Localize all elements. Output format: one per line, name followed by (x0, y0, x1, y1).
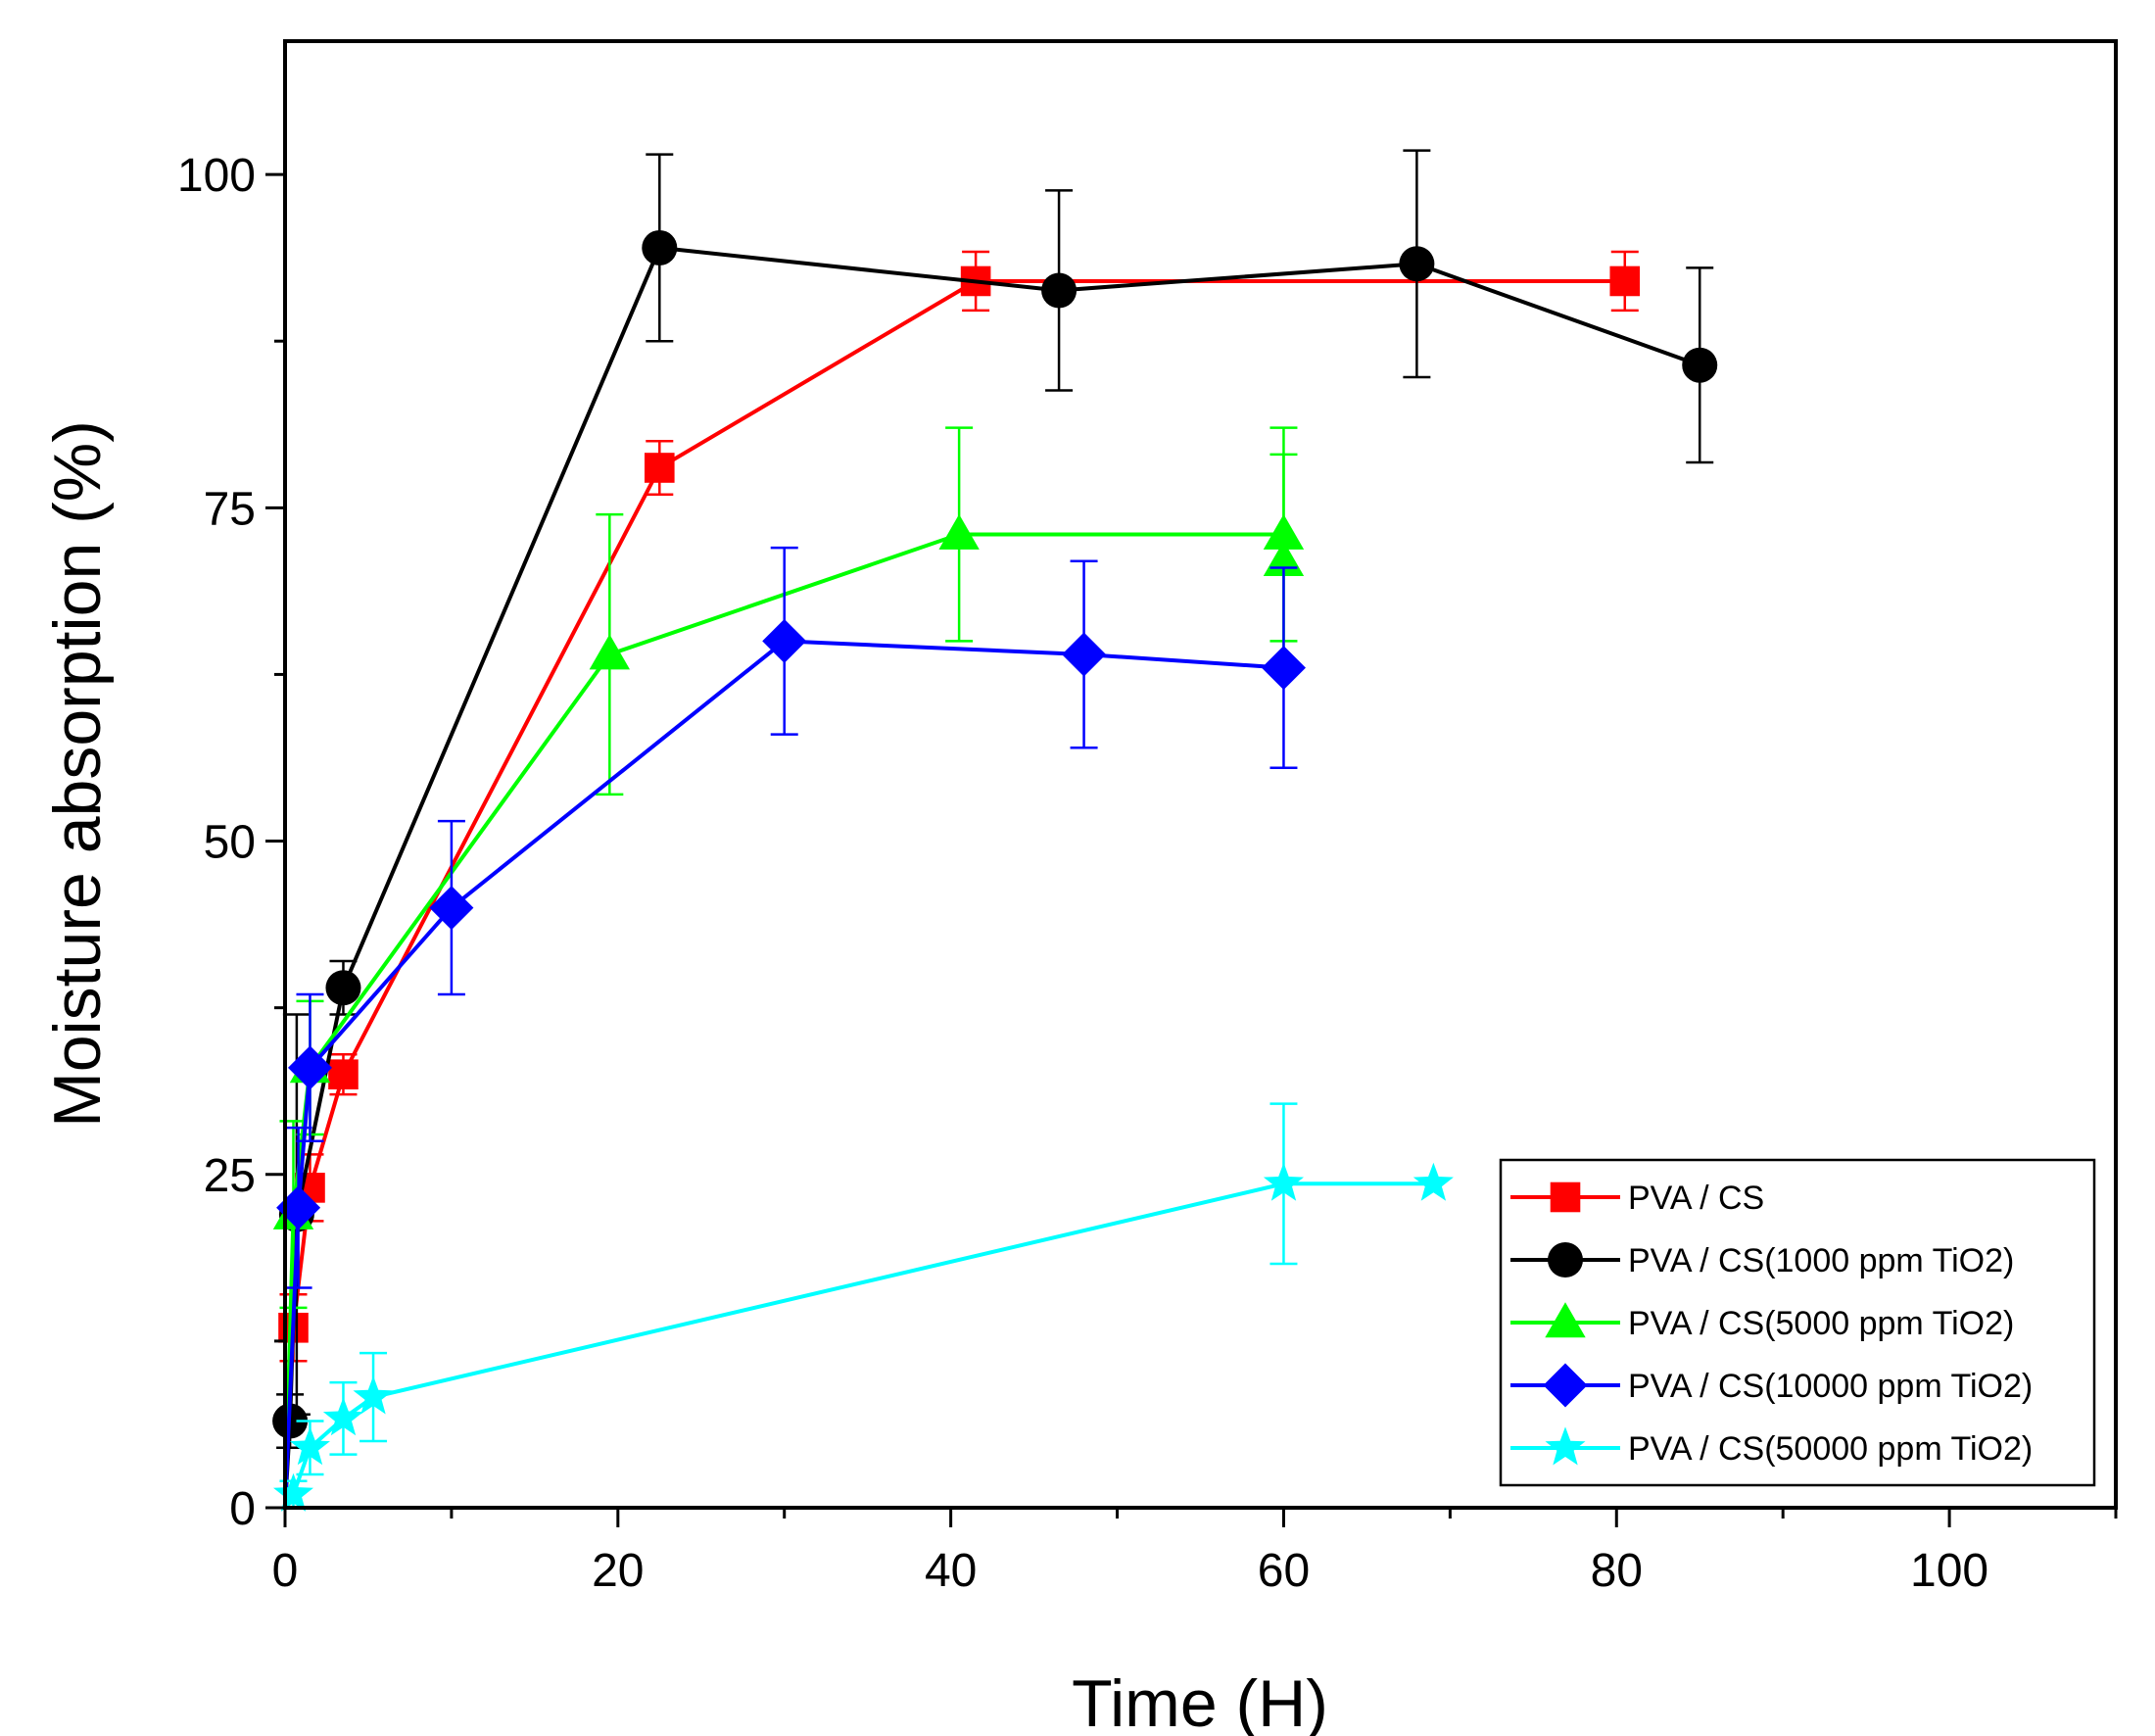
data-point (276, 1185, 321, 1230)
y-tick-label: 100 (177, 150, 256, 202)
data-point (287, 1045, 332, 1090)
data-point (589, 634, 631, 670)
plot-frame (283, 39, 2118, 1510)
series-5 (273, 1102, 1454, 1512)
legend-label: PVA / CS(5000 ppm TiO2) (1628, 1305, 2014, 1342)
legend-marker (1548, 1242, 1583, 1278)
data-point (289, 1426, 330, 1466)
x-tick-label: 40 (925, 1545, 977, 1597)
y-axis-title: Moisture absorption (%) (40, 420, 115, 1128)
data-point (273, 1472, 313, 1512)
x-tick-label: 80 (1591, 1545, 1643, 1597)
y-tick-label: 25 (204, 1150, 256, 1202)
y-tick-label: 75 (204, 483, 256, 535)
x-tick-label: 100 (1910, 1545, 1988, 1597)
legend-label: PVA / CS(10000 ppm TiO2) (1628, 1368, 2033, 1405)
legend-marker (1550, 1181, 1581, 1213)
legend-marker (1545, 1426, 1586, 1466)
data-point (1263, 513, 1305, 550)
data-point (325, 970, 361, 1006)
series-4 (276, 546, 1306, 1509)
data-point (1682, 347, 1718, 383)
x-tick-label: 60 (1258, 1545, 1310, 1597)
legend-marker (1543, 1363, 1588, 1408)
y-tick-label: 0 (229, 1483, 256, 1535)
legend: PVA / CS PVA / CS(1000 ppm TiO2) PVA / CS(… (1499, 1158, 2096, 1487)
x-axis-title: Time (H) (1072, 1666, 1328, 1736)
data-point (1041, 272, 1078, 309)
data-point (642, 229, 678, 265)
data-point (1261, 646, 1306, 691)
legend-marker (1545, 1302, 1586, 1338)
x-tick-label: 0 (272, 1545, 299, 1597)
data-point (1609, 265, 1641, 297)
data-point (644, 453, 675, 483)
data-point (1062, 632, 1107, 677)
legend-label: PVA / CS (1628, 1180, 1764, 1217)
data-point (353, 1375, 394, 1415)
data-point (762, 618, 807, 663)
x-tick-label: 20 (592, 1545, 644, 1597)
data-point (429, 886, 474, 931)
legend-label: PVA / CS(1000 ppm TiO2) (1628, 1242, 2014, 1279)
data-point (1413, 1162, 1454, 1201)
y-tick-label: 50 (204, 817, 256, 869)
legend-label: PVA / CS(50000 ppm TiO2) (1628, 1430, 2033, 1468)
data-point (328, 1059, 359, 1090)
data-point (1399, 246, 1435, 282)
data-point (938, 513, 980, 550)
data-point (322, 1397, 363, 1436)
data-point (1263, 1162, 1304, 1201)
